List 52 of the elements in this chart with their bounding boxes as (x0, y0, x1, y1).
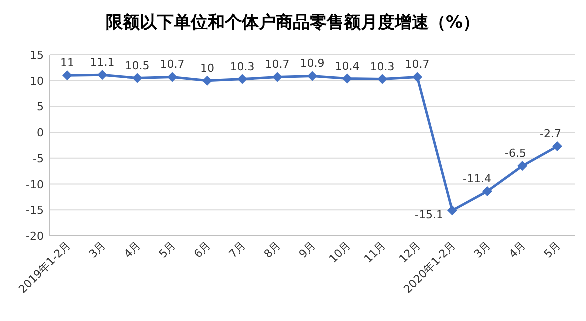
x-tick-label: 5月 (156, 238, 179, 261)
data-label: 10.9 (300, 57, 325, 70)
data-label: -11.4 (463, 172, 492, 186)
x-tick-label: 10月 (326, 238, 354, 266)
x-tick-label: 7月 (226, 238, 249, 261)
data-label: -6.5 (505, 147, 526, 160)
point (448, 206, 458, 216)
point (482, 186, 492, 197)
data-label: 10.3 (370, 60, 395, 74)
x-tick-label: 4月 (506, 238, 529, 261)
point (98, 70, 108, 80)
data-label: 10.3 (230, 60, 255, 74)
y-tick-label: -15 (26, 204, 44, 218)
x-tick-label: 11月 (362, 238, 389, 266)
point (342, 74, 352, 84)
point (168, 72, 178, 82)
data-label: 11.1 (90, 56, 115, 70)
y-tick-label: 15 (30, 49, 44, 62)
point (552, 142, 562, 152)
x-tick-label: 4月 (122, 238, 144, 261)
point (518, 161, 528, 172)
data-label: 11 (60, 56, 74, 70)
chart-title: 限额以下单位和个体户商品零售额月度增速（%） (106, 13, 480, 33)
data-label: 10.7 (265, 58, 290, 72)
x-tick-label: 3月 (472, 238, 494, 261)
y-tick-label: 10 (30, 74, 44, 88)
x-tick-label: 9月 (296, 238, 319, 261)
point (62, 70, 72, 81)
data-label: 10.7 (160, 58, 185, 72)
point (412, 72, 422, 82)
x-tick-label: 8月 (262, 238, 284, 261)
data-label: -15.1 (415, 208, 444, 222)
data-label: 10 (200, 62, 214, 75)
point (202, 76, 212, 86)
point (378, 74, 388, 84)
y-tick-label: -5 (33, 152, 44, 166)
y-tick-label: -20 (26, 230, 44, 243)
x-tick-label: 3月 (86, 238, 109, 261)
point (308, 71, 318, 82)
y-tick-label: 0 (37, 126, 44, 140)
x-tick-label: 6月 (192, 238, 214, 261)
data-label: 10.4 (335, 60, 360, 73)
point (272, 72, 282, 82)
point (238, 74, 248, 84)
data-label: 10.7 (405, 58, 430, 72)
x-tick-label: 5月 (542, 238, 564, 261)
y-tick-label: -10 (26, 178, 44, 192)
data-label: 10.5 (125, 59, 150, 72)
point (132, 73, 142, 84)
y-tick-label: 5 (37, 100, 44, 114)
data-label: -2.7 (540, 128, 562, 141)
x-tick-label: 12月 (396, 238, 424, 266)
